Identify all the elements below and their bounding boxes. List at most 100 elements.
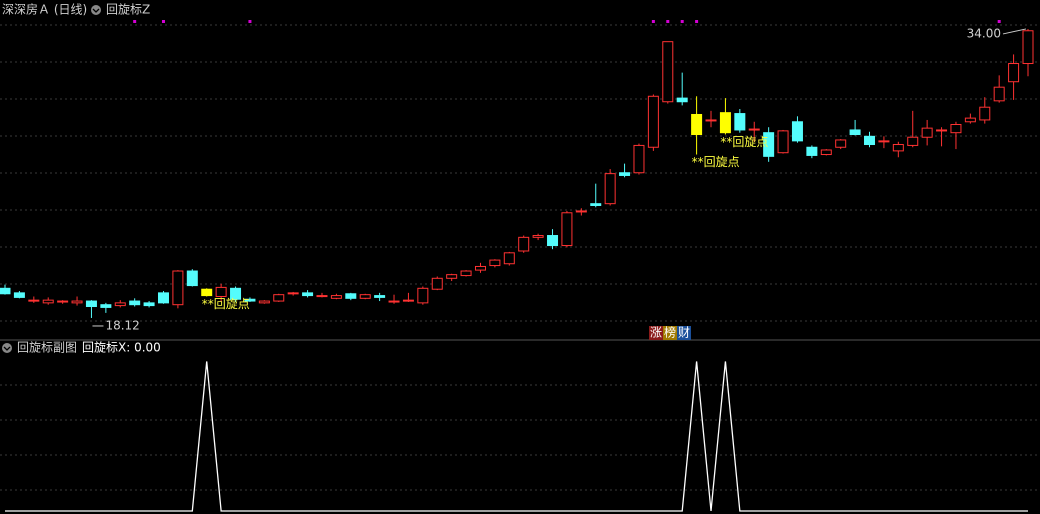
candle-body [114,302,126,307]
candle-body [157,292,169,304]
max-label: 34.00 [967,26,1001,40]
candle-body [835,139,847,148]
toggle-icon[interactable] [91,5,101,15]
candle-body [330,295,342,299]
signal-marker [695,20,699,23]
candle-body [719,112,731,134]
candle-body [287,292,299,295]
chevron [92,8,100,13]
signal-marker [133,20,137,23]
candle-body [85,300,97,308]
candle-body [143,302,155,307]
candle-body [28,299,40,302]
candle-body [964,117,976,123]
candle-body [42,299,54,304]
min-label: 18.12 [105,318,139,332]
candle-body [0,287,11,295]
candle-body [13,292,25,298]
candle-body [302,292,314,297]
candle-body [345,293,357,299]
signal-marker [666,20,670,23]
candle-body [388,300,400,303]
candle-body [979,106,991,121]
badge-bg [649,326,663,340]
candle-body [734,113,746,131]
candle-body [258,300,270,304]
max-arrow [1002,28,1027,35]
candle-body [359,294,371,299]
candle-body [129,300,141,306]
candle-body [100,304,112,308]
candle-body [532,235,544,238]
candle-body [878,140,890,143]
chevron [3,346,11,351]
sub-title: 回旋标副图 [17,341,77,355]
signal-marker [997,20,1001,23]
candle-body [676,97,688,103]
candle-body [691,113,703,136]
candle-body [619,172,631,176]
candle-body [460,270,472,277]
candle-body [763,132,775,157]
candle-body [950,123,962,134]
candle-body [431,277,443,290]
candle-body [820,149,832,156]
candle-body [806,146,818,156]
candle-body [518,236,530,252]
candle-body [71,300,83,304]
candle-body [201,288,213,297]
candle-body [244,298,256,302]
candle-body [748,128,760,131]
candle-body [186,270,198,287]
annotation: **回旋点 [692,155,740,169]
candle-body [316,295,328,298]
candle-body [503,252,515,265]
candle-body [474,265,486,271]
candle-body [561,212,573,247]
candle-body [215,286,227,297]
indicator-name[interactable]: 回旋标Z [106,3,150,17]
candle-body [446,274,458,279]
badge[interactable]: 财 [678,326,690,340]
candle-body [547,235,559,247]
badge[interactable]: 榜 [664,325,676,340]
candle-body [575,210,587,213]
stock-title: 深深房Ａ (日线) [2,2,87,17]
annotation: **回旋点 [202,297,250,311]
candle-body [791,121,803,142]
candle-body [993,86,1005,102]
candle-body [417,287,429,304]
candle-body [777,130,789,154]
candle-body [849,129,861,136]
annotation: **回旋点 [720,135,768,149]
toggle-icon[interactable] [2,343,12,353]
candle-body [489,259,501,267]
candle-body [374,295,386,298]
candle-body [936,129,948,132]
candle-body [705,119,717,122]
candle-body [892,144,904,152]
candle-body [1022,30,1034,65]
candle-body [172,270,184,306]
candle-body [921,127,933,138]
sub-readout: 回旋标X: 0.00 [82,341,161,355]
candle-body [633,144,645,174]
candle-body [647,95,659,148]
badge-bg [663,326,677,340]
candle-body [590,203,602,206]
candle-body [402,299,414,302]
badge[interactable]: 涨 [650,325,662,340]
indicator-line [5,361,1028,512]
signal-marker [680,20,684,23]
signal-marker [248,20,252,23]
candle-body [273,294,285,302]
candle-body [230,287,242,300]
candle-body [864,135,876,146]
candle-body [662,41,674,103]
candle-body [604,173,616,205]
signal-marker [651,20,655,23]
candle-body [57,300,69,303]
candle-body [907,136,919,146]
